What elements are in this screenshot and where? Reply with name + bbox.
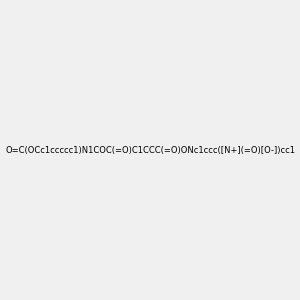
Text: O=C(OCc1ccccc1)N1COC(=O)C1CCC(=O)ONc1ccc([N+](=O)[O-])cc1: O=C(OCc1ccccc1)N1COC(=O)C1CCC(=O)ONc1ccc…	[5, 146, 295, 154]
